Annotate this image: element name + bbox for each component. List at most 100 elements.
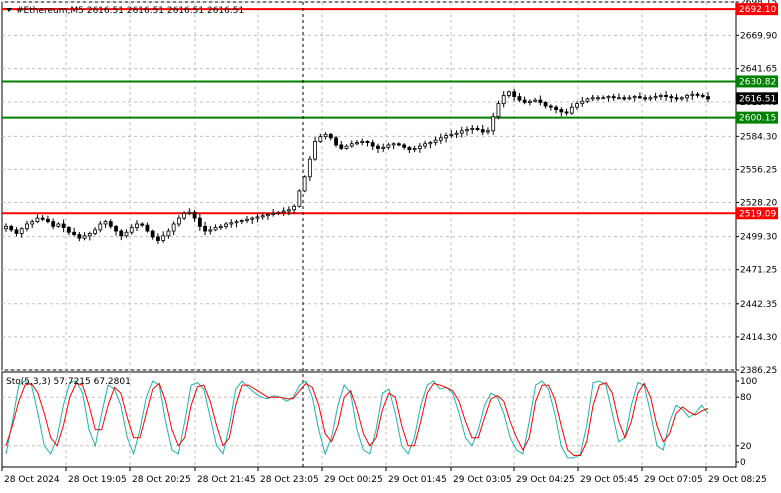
candle-bear [51,221,56,227]
candle-bear [622,97,627,100]
candle-bear [40,217,45,220]
candle-bull [690,93,695,96]
candle-bull [412,148,417,151]
candle-bear [192,211,197,219]
time-axis: 28 Oct 2024 28 Oct 19:05 28 Oct 20:25 28 Oc… [1,467,767,485]
candle-bull [648,97,653,100]
x-tick-label: 29 Oct 05:45 [580,475,639,485]
candle-bear [643,97,648,100]
candle-bull [30,221,35,225]
candle-bear [611,96,616,99]
candle-bull [590,97,595,100]
candle-bull [124,231,129,237]
candle-bull [161,235,166,241]
candle-bear [706,96,710,100]
x-tick-label: 28 Oct 21:45 [197,475,256,485]
candle-bull [260,215,265,218]
candle-bull [98,223,103,231]
candle-bull [459,130,464,134]
stochastic-panel-frame [1,371,737,468]
candle-bull [433,139,438,143]
candle-bear [522,99,527,103]
current-price-tag [736,92,778,105]
level-tag [736,207,778,220]
candle-bear [397,143,401,146]
candle-bull [229,222,234,225]
x-tick-label: 29 Oct 04:25 [516,475,575,485]
candle-bull [601,97,606,100]
candle-bull [255,216,260,219]
candle-bear [119,230,124,237]
candle-bear [402,144,407,148]
stochastic-axis: 100 80 20 0 [736,377,757,468]
candle-bear [538,99,543,103]
candle-bear [548,105,553,108]
candle-bull [653,96,658,99]
candle-bull [234,221,239,224]
x-tick-label: 29 Oct 00:25 [324,475,383,485]
candle-bull [627,97,632,100]
candle-bull [25,223,29,230]
candle-bull [501,94,506,105]
candle-bear [150,230,155,238]
candle-bear [66,227,71,233]
candle-bear [14,229,19,234]
x-tick-label: 28 Oct 23:05 [260,475,319,485]
candle-bull [381,146,386,149]
level-tag-label: 2519.09 [739,209,776,219]
candle-bull [580,100,585,105]
candle-bull [213,227,218,231]
candle-bull [507,91,511,96]
candle-bear [407,146,412,151]
y-tick-label: 2641.65 [740,65,777,75]
x-tick-label: 29 Oct 07:05 [644,475,703,485]
y-tick-label: 2584.30 [740,132,777,142]
candle-bear [61,223,66,228]
x-tick-label: 29 Oct 01:45 [388,475,447,485]
level-tag-label: 2600.15 [739,114,776,124]
candle-bear [559,109,564,113]
candle-bear [203,225,207,232]
x-tick-label: 29 Oct 03:05 [453,475,512,485]
candle-bull [679,97,684,100]
candle-bull [307,158,312,178]
y-tick-label: 2499.30 [740,233,777,243]
candle-bear [114,225,118,232]
candle-bull [527,100,532,103]
candle-bull [360,141,365,143]
x-tick-label: 28 Oct 2024 [4,475,60,485]
symbol-dropdown-icon[interactable] [6,8,12,12]
candle-bull [491,116,496,132]
candle-bull [438,137,443,141]
level-tag [736,111,778,124]
candle-bull [444,135,448,139]
candle-bear [140,223,145,226]
candle-bull [617,97,621,100]
candle-bear [637,96,642,99]
x-tick-label: 28 Oct 19:05 [68,475,127,485]
candle-bear [700,94,705,97]
candle-bear [475,128,480,131]
sto-tick-label: 100 [740,377,757,387]
candle-bull [585,98,590,102]
candle-bear [339,144,344,149]
candle-bull [135,223,139,228]
candle-bull [292,205,297,211]
candle-bull [35,217,40,223]
candle-bear [517,96,522,101]
candle-bull [428,142,433,145]
y-tick-label: 2442.35 [740,300,777,310]
level-tag [736,75,778,88]
candle-bull [176,217,181,225]
candle-bull [596,97,600,100]
candle-bull [423,143,428,147]
candle-bull [302,176,307,192]
candle-bull [658,94,663,97]
candle-bull [103,221,108,225]
y-tick-label: 2386.25 [740,366,777,376]
candle-bull [391,143,396,146]
candle-bull [355,142,359,145]
current-price-label: 2616.51 [739,94,776,104]
